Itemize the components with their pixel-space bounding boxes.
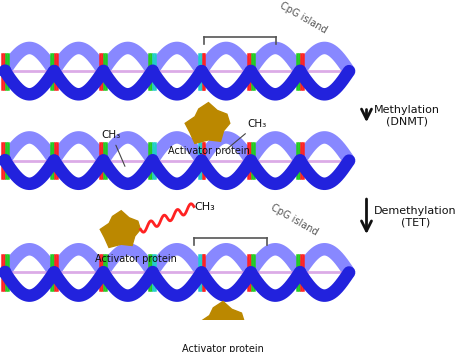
Text: Demethylation
(TET): Demethylation (TET): [374, 206, 457, 227]
Text: CpG island: CpG island: [278, 0, 329, 36]
Text: Methylation
(DNMT): Methylation (DNMT): [374, 105, 440, 127]
Polygon shape: [200, 301, 244, 342]
Text: Activator protein: Activator protein: [95, 254, 177, 264]
Text: CH₃: CH₃: [225, 119, 266, 151]
Text: Activator protein: Activator protein: [182, 344, 264, 352]
Text: Activator protein: Activator protein: [167, 146, 249, 156]
Polygon shape: [100, 211, 140, 247]
Polygon shape: [185, 102, 230, 143]
Text: CpG island: CpG island: [269, 202, 319, 237]
Text: CH₃: CH₃: [102, 130, 125, 166]
Text: CH₃: CH₃: [194, 202, 215, 212]
